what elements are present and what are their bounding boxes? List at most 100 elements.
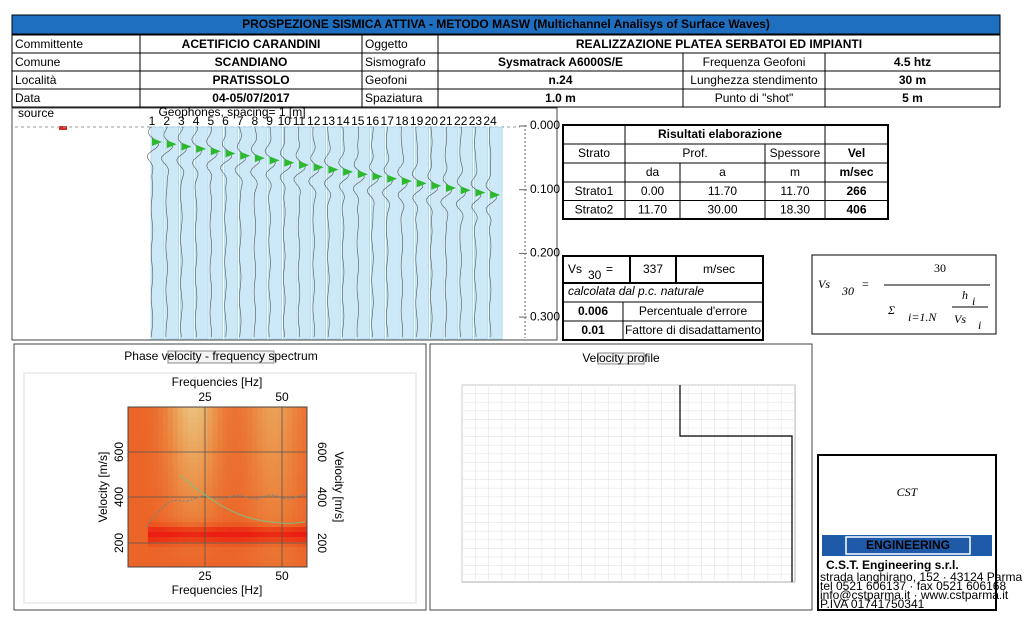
spectrum-cell <box>167 467 174 473</box>
spectrum-cell <box>267 512 273 518</box>
spectrum-cell <box>207 562 214 568</box>
spectrum-cell <box>182 542 189 548</box>
trace <box>470 126 482 338</box>
spectrum-cell <box>133 467 139 473</box>
spectrum-y-tick-left: 400 <box>112 487 126 507</box>
spectrum-cell <box>182 527 189 533</box>
trace-band <box>165 126 179 340</box>
spectrum-cell <box>227 477 233 483</box>
spectrum-cell <box>232 522 238 528</box>
spectrum-cell <box>227 557 233 563</box>
spectrum-cell <box>128 417 134 423</box>
spectrum-cell <box>192 467 199 473</box>
spectrum-cell <box>302 472 308 478</box>
spectrum-cell <box>157 437 164 443</box>
info-text: Spaziatura <box>365 91 423 105</box>
spectrum-cell <box>133 462 139 468</box>
spectrum-cell <box>217 517 223 523</box>
spectrum-cell <box>172 412 179 418</box>
results-head: Vel <box>848 146 865 160</box>
spectrum-cell <box>212 427 218 433</box>
spectrum-cell <box>257 467 263 473</box>
spectrum-cell <box>192 547 199 553</box>
spectrum-cell <box>177 532 184 538</box>
spectrum-cell <box>257 527 263 533</box>
spectrum-cell <box>177 527 184 533</box>
spectrum-cell <box>227 532 233 538</box>
spectrum-cell <box>133 542 139 548</box>
spectrum-cell <box>142 497 149 503</box>
spectrum-cell <box>212 537 218 543</box>
spectrum-cell <box>237 502 243 508</box>
spectrum-cell <box>247 447 253 453</box>
spectrum-cell <box>137 497 144 503</box>
spectrum-cell <box>297 462 303 468</box>
spectrum-cell <box>192 487 199 493</box>
spectrum-cell <box>162 472 169 478</box>
spectrum-cell <box>267 482 273 488</box>
spectrum-cell <box>137 442 144 448</box>
trace-band <box>327 126 341 340</box>
spectrum-cell <box>262 547 268 553</box>
spectrum-cell <box>142 412 149 418</box>
trace-band <box>268 126 282 340</box>
spectrum-cell <box>217 422 223 428</box>
spectrum-cell <box>242 537 248 543</box>
spectrum-cell <box>167 517 174 523</box>
spectrum-cell <box>277 427 283 433</box>
spectrum-cell <box>247 467 253 473</box>
spectrum-cell <box>277 557 283 563</box>
spectrum-cell <box>302 507 308 513</box>
spectrum-cell <box>262 557 268 563</box>
spectrum-cell <box>292 417 298 423</box>
spectrum-cell <box>212 527 218 533</box>
spectrum-cell <box>182 487 189 493</box>
spectrum-cell <box>182 417 189 423</box>
spectrum-cell <box>232 507 238 513</box>
spectrum-cell <box>212 422 218 428</box>
trace-band <box>385 126 400 340</box>
spectrum-cell <box>187 452 194 458</box>
spectrum-cell <box>272 512 278 518</box>
spectrum-cell <box>252 557 258 563</box>
results-subhead: m <box>790 165 800 179</box>
spectrum-cell <box>232 532 238 538</box>
spectrum-cell <box>232 502 238 508</box>
spectrum-y-tick-left: 200 <box>112 533 126 553</box>
spectrum-cell <box>282 512 288 518</box>
spectrum-cell <box>247 437 253 443</box>
spectrum-cell <box>172 422 179 428</box>
spectrum-cell <box>262 472 268 478</box>
geophone-number: 4 <box>193 114 200 128</box>
spectrum-cell <box>217 552 223 558</box>
spectrum-cell <box>297 522 303 528</box>
spectrum-cell <box>177 547 184 553</box>
spectrum-cell <box>167 477 174 483</box>
spectrum-cell <box>277 537 283 543</box>
spectrum-cell <box>257 442 263 448</box>
spectrum-cell <box>142 462 149 468</box>
trace-band <box>224 126 238 340</box>
spectrum-cell <box>133 447 139 453</box>
spectrum-cell <box>277 507 283 513</box>
spectrum-cell <box>217 527 223 533</box>
spectrum-cell <box>212 462 218 468</box>
spectrum-cell <box>162 537 169 543</box>
trace <box>191 126 202 338</box>
results-outline <box>562 124 889 220</box>
spectrum-cell <box>302 547 308 553</box>
spectrum-cell <box>142 407 149 413</box>
spectrum-cell <box>133 442 139 448</box>
spectrum-cell <box>232 407 238 413</box>
spectrum-cell <box>287 452 293 458</box>
spectrum-cell <box>182 447 189 453</box>
spectrum-cell <box>162 457 169 463</box>
spectrum-cell <box>217 472 223 478</box>
spectrum-cell <box>187 507 194 513</box>
spectrum-cell <box>232 512 238 518</box>
spectrum-cell <box>162 522 169 528</box>
spectrum-cell <box>147 467 154 473</box>
spectrum-cell <box>252 417 258 423</box>
spectrum-cell <box>142 417 149 423</box>
spectrum-y-label-left: Velocity [m/s] <box>96 452 110 523</box>
